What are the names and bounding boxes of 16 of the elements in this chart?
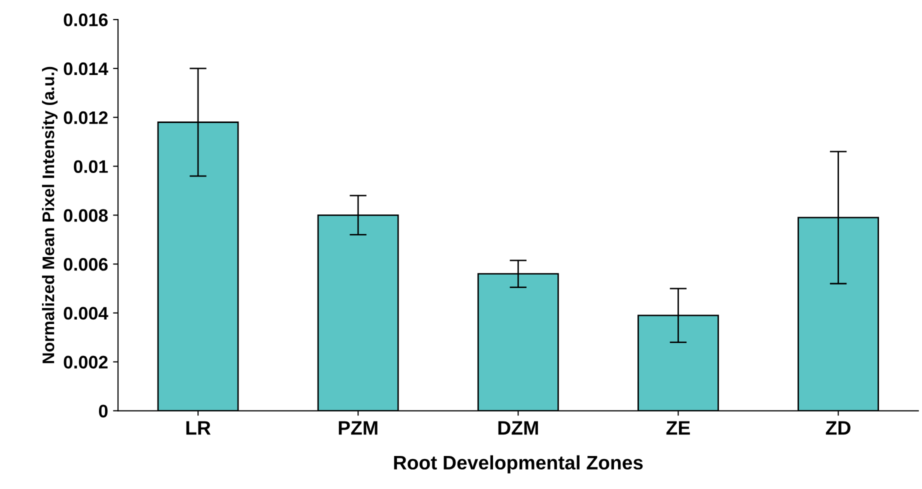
x-tick-label: ZE: [666, 421, 690, 435]
y-axis-title: Normalized Mean Pixel Intensity (a.u.): [42, 66, 58, 364]
x-axis-title: Root Developmental Zones: [394, 455, 643, 474]
y-tick-label: 0.004: [64, 306, 108, 320]
x-tick-label: LR: [186, 421, 211, 435]
x-tick-label: ZD: [826, 421, 850, 435]
y-tick-label: 0.002: [64, 356, 108, 369]
y-tick-label: 0.016: [64, 13, 108, 26]
x-tick-label: DZM: [498, 421, 538, 435]
x-tick-label: PZM: [338, 421, 378, 435]
y-tick-label: 0.012: [64, 111, 108, 124]
y-tick-label: 0: [98, 404, 108, 418]
y-tick-label: 0.006: [64, 258, 108, 271]
y-tick-label: 0.014: [64, 62, 108, 76]
y-tick-label: 0.01: [74, 160, 108, 173]
y-tick-label: 0.008: [64, 209, 108, 222]
